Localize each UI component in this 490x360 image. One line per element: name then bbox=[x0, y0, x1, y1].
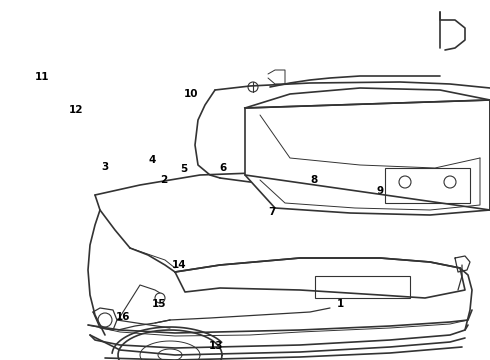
Text: 1: 1 bbox=[337, 299, 344, 309]
Text: 15: 15 bbox=[152, 299, 167, 309]
Text: 2: 2 bbox=[161, 175, 168, 185]
Text: 7: 7 bbox=[268, 207, 276, 217]
Text: 9: 9 bbox=[376, 186, 383, 196]
Text: 4: 4 bbox=[148, 155, 156, 165]
Bar bbox=[315, 276, 410, 298]
Text: 5: 5 bbox=[180, 164, 187, 174]
Text: 14: 14 bbox=[172, 260, 186, 270]
Text: 16: 16 bbox=[116, 312, 131, 322]
Text: 12: 12 bbox=[69, 105, 83, 115]
Bar bbox=[385, 168, 470, 203]
Text: 13: 13 bbox=[208, 341, 223, 351]
Text: 11: 11 bbox=[34, 72, 49, 82]
Text: 3: 3 bbox=[102, 162, 109, 172]
Text: 8: 8 bbox=[310, 175, 317, 185]
Text: 10: 10 bbox=[184, 89, 198, 99]
Text: 6: 6 bbox=[220, 163, 226, 174]
Polygon shape bbox=[245, 88, 490, 165]
Polygon shape bbox=[245, 100, 490, 215]
